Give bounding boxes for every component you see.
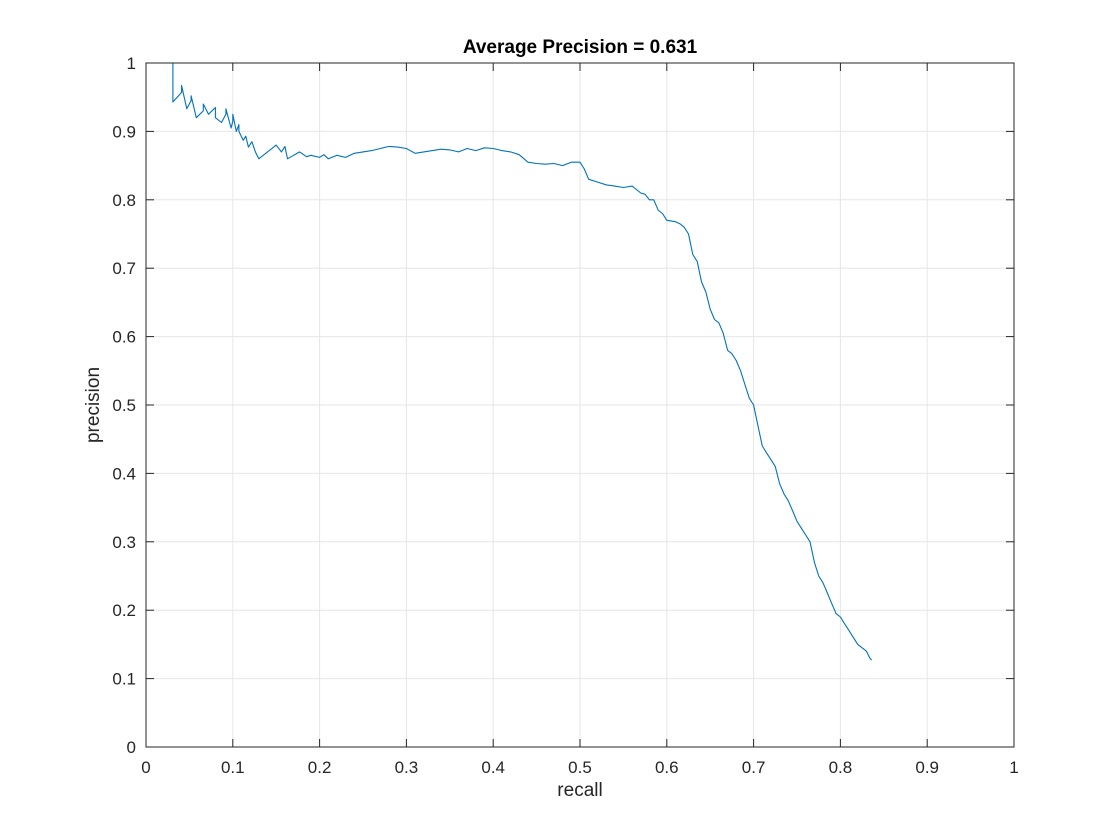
y-tick-label: 0.5 xyxy=(112,396,136,415)
y-tick-label: 0.2 xyxy=(112,601,136,620)
y-tick-labels: 0 0.1 0.2 0.3 0.4 0.5 0.6 0.7 0.8 0.9 1 xyxy=(112,54,136,757)
x-tick-label: 0.5 xyxy=(568,758,592,777)
y-tick-label: 0.7 xyxy=(112,259,136,278)
y-axis-label: precision xyxy=(83,367,104,443)
x-tick-label: 0.7 xyxy=(742,758,766,777)
x-tick-label: 0.4 xyxy=(481,758,505,777)
y-tick-label: 0.1 xyxy=(112,670,136,689)
y-tick-label: 0.8 xyxy=(112,191,136,210)
chart-title: Average Precision = 0.631 xyxy=(463,37,698,58)
y-tick-label: 0.6 xyxy=(112,328,136,347)
x-tick-label: 0 xyxy=(141,758,150,777)
x-tick-label: 0.2 xyxy=(308,758,332,777)
x-axis-label: recall xyxy=(557,780,602,801)
x-tick-label: 0.8 xyxy=(829,758,853,777)
y-tick-label: 0.4 xyxy=(112,464,136,483)
x-tick-label: 0.1 xyxy=(221,758,245,777)
x-tick-label: 1 xyxy=(1009,758,1018,777)
tick-marks xyxy=(145,62,1015,748)
data-layer xyxy=(146,62,873,661)
x-tick-label: 0.9 xyxy=(915,758,939,777)
precision-recall-line xyxy=(146,62,873,661)
y-tick-label: 1 xyxy=(127,54,136,73)
y-tick-label: 0.9 xyxy=(112,122,136,141)
x-tick-label: 0.3 xyxy=(395,758,419,777)
x-tick-labels: 0 0.1 0.2 0.3 0.4 0.5 0.6 0.7 0.8 0.9 1 xyxy=(141,758,1018,777)
y-tick-label: 0 xyxy=(127,738,136,757)
y-tick-label: 0.3 xyxy=(112,533,136,552)
x-tick-label: 0.6 xyxy=(655,758,679,777)
